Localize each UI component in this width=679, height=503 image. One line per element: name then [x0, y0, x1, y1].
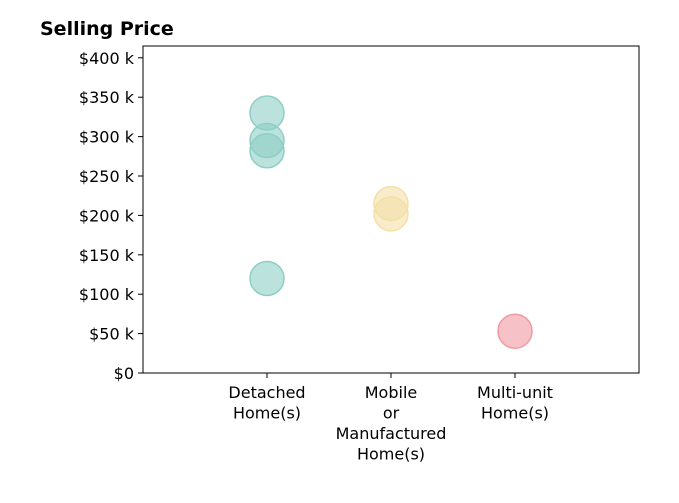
data-point: [249, 260, 285, 297]
x-tick-label-line: Detached: [228, 383, 305, 402]
x-tick-label: Mobile or Manufactured Home(s): [336, 383, 447, 464]
y-tick-label: $150 k: [79, 246, 135, 265]
chart-title: Selling Price: [40, 18, 174, 40]
y-tick-label: $0: [114, 364, 134, 383]
y-tick-label: $300 k: [79, 128, 135, 147]
x-tick-label-line: or: [383, 404, 400, 423]
y-tick-label: $100 k: [79, 285, 135, 304]
data-point: [373, 196, 409, 232]
y-axis: $0 $50 k $100 k $150 k $200 k $250 k $300 k $35…: [79, 49, 143, 383]
x-axis: Detached Home(s) Mobile or Manufactured Home(…: [228, 373, 553, 464]
x-tick-label-line: Mobile: [365, 383, 417, 402]
x-tick-label-line: Home(s): [481, 404, 549, 423]
x-tick-label-line: Home(s): [233, 404, 301, 423]
y-tick-label: $200 k: [79, 206, 135, 225]
y-tick-label: $250 k: [79, 167, 135, 186]
data-point: [249, 133, 285, 169]
data-point: [497, 313, 533, 349]
x-tick-label-line: Manufactured: [336, 424, 447, 443]
x-tick-label-line: Multi-unit: [477, 383, 553, 402]
x-tick-label: Detached Home(s): [228, 383, 305, 423]
x-tick-label-line: Home(s): [357, 445, 425, 464]
data-points: [249, 95, 533, 349]
x-tick-label: Multi-unit Home(s): [477, 383, 553, 423]
y-tick-label: $400 k: [79, 49, 135, 68]
y-tick-label: $350 k: [79, 88, 135, 107]
y-tick-label: $50 k: [89, 325, 135, 344]
